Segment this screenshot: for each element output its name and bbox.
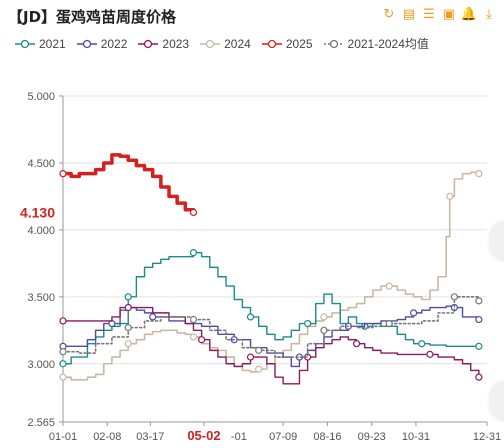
legend-swatch-marker	[267, 39, 276, 48]
series-marker-2021-2024均值	[255, 346, 263, 354]
x-tick-label: 02-08	[93, 431, 121, 443]
y-tick-label: 4.000	[27, 225, 55, 237]
series-marker-2022	[410, 309, 418, 317]
series-marker-2023	[426, 350, 434, 358]
current-value-label: 4.130	[20, 204, 55, 220]
legend-item-2021[interactable]: 2021	[14, 35, 66, 52]
legend-swatch-marker	[205, 39, 215, 48]
series-marker-2023	[352, 340, 361, 348]
series-marker-2021	[246, 313, 255, 321]
series-marker-2021	[475, 342, 483, 350]
legend-swatch-marker	[144, 39, 153, 48]
legend-swatch-icon	[200, 39, 221, 48]
series-marker-2024	[475, 170, 483, 178]
series-marker-2025	[189, 208, 198, 217]
bell-icon[interactable]: 🔔	[460, 6, 478, 21]
series-marker-2023	[198, 336, 206, 344]
legend-swatch-icon	[76, 39, 97, 48]
x-tick-label: 12-31	[473, 431, 501, 443]
legend-swatch-marker	[20, 39, 30, 48]
data-view-icon[interactable]: ▤	[402, 6, 416, 21]
y-tick-label: 4.500	[27, 158, 55, 170]
x-tick-label: 09-23	[358, 431, 386, 443]
series-marker-2021	[124, 293, 132, 301]
series-marker-2024	[446, 192, 454, 201]
series-marker-2023	[124, 303, 132, 312]
refresh-icon[interactable]: ↻	[383, 6, 395, 21]
series-marker-2024	[189, 333, 198, 341]
legend-swatch-icon	[138, 39, 159, 48]
series-marker-2022	[149, 313, 157, 321]
series-marker-2021-2024均值	[385, 319, 393, 328]
series-marker-2024	[124, 340, 132, 348]
series-marker-2021	[304, 319, 312, 328]
series-marker-2023	[246, 353, 255, 361]
series-marker-2021-2024均值	[124, 324, 132, 332]
chart-legend: 2021 2022 2023 2024 2025 2021-2024均值	[14, 35, 429, 52]
series-marker-2021-2024均值	[320, 326, 328, 334]
legend-swatch-icon	[323, 39, 344, 48]
image-icon[interactable]: ▣	[442, 6, 456, 21]
y-tick-label: 5.000	[27, 91, 55, 103]
legend-label: 2025	[285, 36, 313, 51]
series-marker-2021	[189, 249, 198, 257]
y-tick-label: 3.000	[27, 359, 55, 371]
x-tick-label: 03-17	[136, 431, 164, 443]
series-marker-2024	[59, 373, 67, 381]
x-tick-label: 08-16	[313, 431, 341, 443]
x-tick-label: -01	[231, 431, 247, 443]
legend-label: 2023	[162, 36, 190, 51]
series-line-2024	[62, 171, 480, 381]
download-icon[interactable]: ⤓	[486, 6, 492, 21]
chart-title: 【JD】蛋鸡鸡苗周度价格	[8, 8, 177, 26]
side-handle[interactable]	[490, 382, 504, 420]
series-marker-2022	[475, 315, 483, 324]
x-tick-label: 01-01	[49, 431, 77, 443]
series-marker-2024	[320, 313, 328, 321]
legend-item-2022[interactable]: 2022	[76, 35, 128, 52]
series-line-2023	[62, 306, 480, 385]
legend-item-2024[interactable]: 2024	[199, 35, 251, 52]
legend-label: 2021	[39, 36, 66, 51]
legend-item-average[interactable]: 2021-2024均值	[323, 35, 429, 52]
x-tick-label: 07-09	[269, 431, 297, 443]
y-tick-label: 3.500	[27, 292, 55, 304]
series-marker-2025	[59, 170, 67, 178]
legend-label: 2021-2024均值	[347, 37, 429, 51]
legend-item-2023[interactable]: 2023	[137, 35, 189, 52]
list-icon[interactable]: ☰	[423, 6, 435, 21]
series-marker-2024	[255, 365, 263, 373]
side-handle[interactable]	[490, 222, 504, 260]
toolbar: ↻ ▤ ☰ ▣ 🔔 ⤓	[382, 7, 496, 21]
series-line-2022	[62, 305, 480, 368]
series-marker-2024	[385, 282, 393, 290]
series-line-2025	[61, 153, 196, 215]
series-marker-2021-2024均值	[189, 315, 198, 324]
series-marker-2023	[475, 373, 483, 381]
legend-swatch-marker	[329, 39, 338, 48]
legend-label: 2022	[100, 36, 128, 51]
legend-swatch-marker	[82, 39, 91, 48]
series-marker-2023	[59, 317, 67, 325]
y-tick-label: 2.565	[27, 417, 55, 429]
x-tick-label: 10-31	[402, 431, 430, 443]
series-marker-2021	[418, 340, 426, 348]
series-marker-2021-2024均值	[59, 348, 67, 356]
legend-swatch-icon	[15, 39, 35, 48]
legend-label: 2024	[224, 36, 251, 51]
legend-item-2025[interactable]: 2025	[261, 35, 313, 52]
series-marker-2021	[59, 360, 67, 368]
series-marker-2021-2024均值	[475, 297, 483, 305]
legend-swatch-icon	[261, 39, 282, 48]
series-marker-2021-2024均值	[450, 293, 458, 301]
current-date-label: 05-02	[187, 428, 220, 443]
